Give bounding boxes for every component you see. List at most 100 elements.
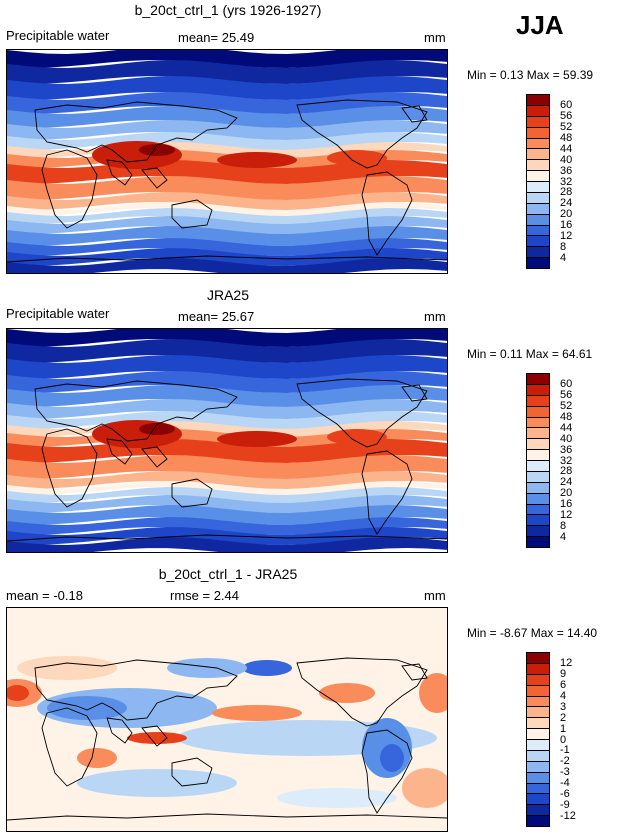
- colorbar-tick-label: 3: [560, 700, 567, 713]
- colorbar-tick-label: 4: [560, 689, 567, 702]
- colorbar-tick-label: 8: [560, 241, 567, 254]
- colorbar-tick-label: 48: [560, 131, 573, 144]
- colorbar-swatch: [527, 171, 549, 182]
- panel-2-title: JRA25: [206, 287, 250, 303]
- colorbar-tick-label: -1: [560, 744, 570, 757]
- panel-1-units-label: mm: [424, 30, 446, 45]
- colorbar-tick-label: -6: [560, 788, 570, 801]
- colorbar-swatch: [527, 750, 549, 762]
- colorbar-tick-label: 24: [560, 197, 573, 210]
- panel-3-min-max: Min = -8.67 Max = 14.40: [467, 626, 598, 640]
- colorbar-swatch: [527, 428, 549, 440]
- colorbar-tick-label: 4: [560, 531, 567, 544]
- panel-2-contour-map: [7, 329, 447, 552]
- colorbar-tick-label: 40: [560, 432, 573, 445]
- colorbar-tick-label: 20: [560, 208, 573, 221]
- colorbar-swatch: [527, 504, 549, 516]
- colorbar-tick-label: 40: [560, 153, 573, 166]
- colorbar-swatch: [527, 450, 549, 461]
- colorbar-swatch: [527, 384, 549, 396]
- colorbar-tick-label: 20: [560, 487, 573, 500]
- panel-1-contour-map: [7, 50, 447, 273]
- panel-1-mean-label: mean= 25.49: [178, 30, 255, 45]
- colorbar-swatch: [527, 515, 549, 527]
- colorbar-swatch: [527, 105, 549, 117]
- colorbar-tick-label: 16: [560, 498, 573, 511]
- colorbar-tick-label: 16: [560, 219, 573, 232]
- panel-2-units-label: mm: [424, 309, 446, 324]
- colorbar-tick-label: 12: [560, 509, 573, 522]
- colorbar-tick-label: 6: [560, 678, 567, 691]
- colorbar-tick-label: 44: [560, 142, 573, 155]
- colorbar-tick-label: 1: [560, 722, 567, 735]
- colorbar-swatch: [527, 772, 549, 784]
- colorbar-swatch: [527, 203, 549, 215]
- colorbar-tick-label: 60: [560, 98, 573, 111]
- panel-2-colorbar: [526, 373, 550, 548]
- colorbar-tick-label: 48: [560, 410, 573, 423]
- panel-3-title: b_20ct_ctrl_1 - JRA25: [158, 566, 298, 582]
- colorbar-tick-label: 28: [560, 186, 573, 199]
- panel-3-colorbar: [526, 652, 550, 827]
- colorbar-swatch: [527, 783, 549, 795]
- colorbar-swatch: [527, 794, 549, 806]
- colorbar-swatch: [527, 236, 549, 248]
- season-label: JJA: [516, 10, 564, 40]
- colorbar-swatch: [527, 225, 549, 237]
- colorbar-tick-label: -9: [560, 799, 570, 812]
- colorbar-tick-label: 28: [560, 465, 573, 478]
- colorbar-tick-label: 52: [560, 120, 573, 133]
- colorbar-swatch: [527, 192, 549, 204]
- panel-1-title: b_20ct_ctrl_1 (yrs 1926-1927): [134, 2, 322, 18]
- colorbar-swatch: [527, 696, 549, 708]
- panel-1-colorbar: [526, 94, 550, 269]
- colorbar-swatch: [527, 116, 549, 128]
- panel-1-variable-label: Precipitable water: [6, 28, 110, 43]
- colorbar-swatch: [527, 674, 549, 686]
- colorbar-swatch: [527, 214, 549, 226]
- panel-3-contour-map: [7, 608, 447, 831]
- colorbar-tick-label: -2: [560, 755, 570, 768]
- colorbar-swatch: [527, 406, 549, 418]
- colorbar-swatch: [527, 374, 549, 385]
- colorbar-tick-label: 4: [560, 252, 567, 265]
- panel-2-min-max: Min = 0.11 Max = 64.61: [467, 347, 593, 361]
- colorbar-tick-label: 36: [560, 164, 573, 177]
- colorbar-tick-label: 9: [560, 667, 567, 680]
- colorbar-swatch: [527, 537, 549, 547]
- colorbar-swatch: [527, 395, 549, 407]
- colorbar-tick-label: 56: [560, 109, 573, 122]
- colorbar-tick-label: 12: [560, 230, 573, 243]
- panel-2-mean-label: mean= 25.67: [178, 309, 255, 324]
- colorbar-swatch: [527, 127, 549, 139]
- colorbar-swatch: [527, 653, 549, 664]
- colorbar-swatch: [527, 526, 549, 538]
- colorbar-swatch: [527, 149, 549, 161]
- colorbar-swatch: [527, 471, 549, 483]
- colorbar-tick-label: 52: [560, 399, 573, 412]
- colorbar-swatch: [527, 160, 549, 172]
- colorbar-swatch: [527, 685, 549, 697]
- colorbar-swatch: [527, 482, 549, 494]
- colorbar-swatch: [527, 493, 549, 505]
- panel-3-rmse-label: rmse = 2.44: [170, 588, 240, 603]
- panel-3-map: [6, 607, 448, 832]
- panel-3-units-label: mm: [424, 588, 446, 603]
- colorbar-swatch: [527, 740, 549, 751]
- colorbar-tick-label: 44: [560, 421, 573, 434]
- colorbar-tick-label: 60: [560, 377, 573, 390]
- colorbar-swatch: [527, 417, 549, 429]
- colorbar-tick-label: 0: [560, 733, 567, 746]
- colorbar-tick-label: 36: [560, 443, 573, 456]
- colorbar-swatch: [527, 95, 549, 106]
- colorbar-tick-label: 32: [560, 454, 573, 467]
- panel-1-map: [6, 49, 448, 274]
- colorbar-swatch: [527, 761, 549, 773]
- colorbar-swatch: [527, 805, 549, 817]
- colorbar-swatch: [527, 182, 549, 193]
- panel-2-map: [6, 328, 448, 553]
- colorbar-tick-label: 56: [560, 388, 573, 401]
- colorbar-tick-label: -12: [560, 810, 576, 823]
- colorbar-swatch: [527, 718, 549, 730]
- colorbar-swatch: [527, 258, 549, 268]
